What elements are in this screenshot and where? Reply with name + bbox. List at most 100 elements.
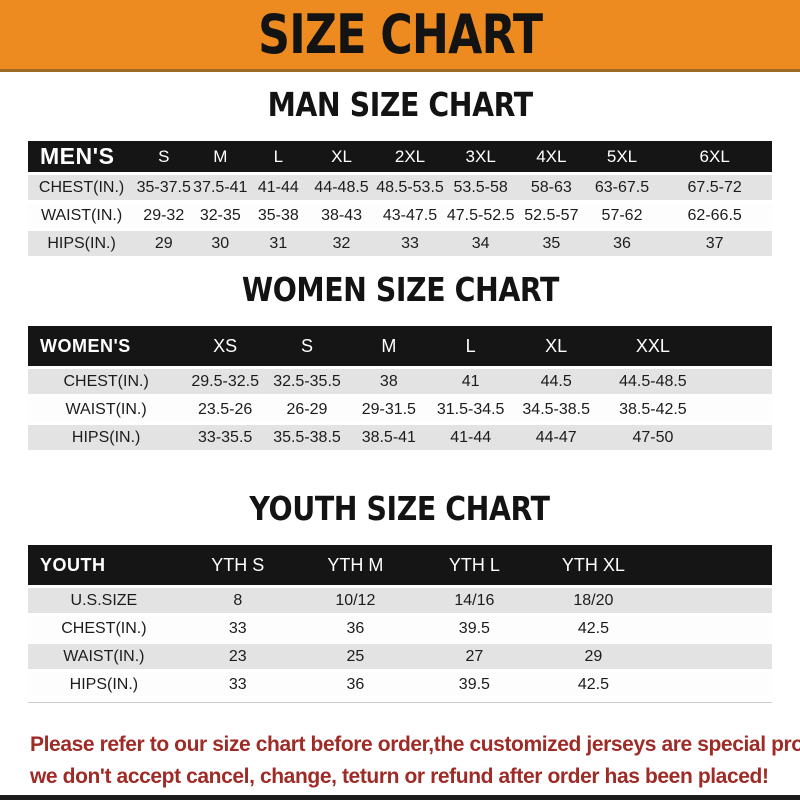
measurement-row: WAIST(IN.) 23.5-26 26-29 29-31.5 31.5-34.5 34… xyxy=(28,397,772,422)
size-header-row: WOMEN'S XS S M L XL XXL xyxy=(28,326,772,366)
size-column-header: YTH S xyxy=(179,545,296,585)
size-value-cell: 14/16 xyxy=(414,588,534,613)
youth-heading: YOUTH SIZE CHART xyxy=(249,489,551,528)
measurement-row: U.S.SIZE 8 10/12 14/16 18/20 xyxy=(28,588,772,613)
size-value-cell: 43-47.5 xyxy=(374,203,446,228)
size-value-cell: 29 xyxy=(135,231,193,256)
empty-value-cell xyxy=(652,672,772,697)
size-value-cell: 47.5-52.5 xyxy=(445,203,516,228)
measurement-row: WAIST(IN.) 23 25 27 29 xyxy=(28,644,772,669)
size-value-cell: 35.5-38.5 xyxy=(266,425,348,450)
empty-value-cell xyxy=(652,644,772,669)
table-corner-label: WOMEN'S xyxy=(28,326,185,366)
size-value-cell: 32 xyxy=(308,231,375,256)
table-corner-label: MEN'S xyxy=(28,141,136,172)
size-value-cell: 32-35 xyxy=(192,203,249,228)
size-value-cell: 29-31.5 xyxy=(347,397,430,422)
size-column-header: 5XL xyxy=(586,141,658,172)
empty-header-cell xyxy=(704,326,772,366)
size-value-cell: 32.5-35.5 xyxy=(266,369,348,394)
measurement-row: CHEST(IN.) 29.5-32.5 32.5-35.5 38 41 44.5 44.5… xyxy=(28,369,772,394)
size-value-cell: 26-29 xyxy=(266,397,348,422)
size-value-cell: 62-66.5 xyxy=(657,203,772,228)
size-column-header: M xyxy=(192,141,249,172)
men-heading: MAN SIZE CHART xyxy=(267,85,533,124)
size-value-cell: 44.5-48.5 xyxy=(600,369,705,394)
size-value-cell: 36 xyxy=(586,231,658,256)
size-column-header: XS xyxy=(184,326,267,366)
size-value-cell: 39.5 xyxy=(414,616,534,641)
size-value-cell: 18/20 xyxy=(533,588,653,613)
section-men: MAN SIZE CHART MEN'S S M L XL 2XL 3XL 4XL 5XL 6XL… xyxy=(0,87,800,259)
size-value-cell: 44-48.5 xyxy=(308,175,375,200)
size-value-cell: 41-44 xyxy=(248,175,309,200)
empty-header-cell xyxy=(652,545,772,585)
size-value-cell: 35 xyxy=(516,231,587,256)
size-value-cell: 33 xyxy=(374,231,446,256)
measurement-row: CHEST(IN.) 33 36 39.5 42.5 xyxy=(28,616,772,641)
banner-title: SIZE CHART xyxy=(257,2,543,66)
row-label: WAIST(IN.) xyxy=(28,644,180,669)
size-value-cell: 37 xyxy=(657,231,772,256)
men-heading-wrap: MAN SIZE CHART xyxy=(0,87,800,127)
size-value-cell: 42.5 xyxy=(533,672,653,697)
size-value-cell: 48.5-53.5 xyxy=(374,175,446,200)
row-label: WAIST(IN.) xyxy=(28,397,185,422)
size-value-cell: 38-43 xyxy=(308,203,375,228)
size-value-cell: 38 xyxy=(347,369,430,394)
size-column-header: L xyxy=(248,141,309,172)
size-value-cell: 29-32 xyxy=(135,203,193,228)
size-value-cell: 29.5-32.5 xyxy=(184,369,267,394)
size-value-cell: 44-47 xyxy=(511,425,601,450)
measurement-row: HIPS(IN.) 33-35.5 35.5-38.5 38.5-41 41-44 44-… xyxy=(28,425,772,450)
row-label: CHEST(IN.) xyxy=(28,616,180,641)
measurement-row: CHEST(IN.) 35-37.5 37.5-41 41-44 44-48.5 48.5… xyxy=(28,175,772,200)
size-column-header: XL xyxy=(308,141,375,172)
row-label: U.S.SIZE xyxy=(28,588,180,613)
row-label: CHEST(IN.) xyxy=(28,175,136,200)
banner: SIZE CHART xyxy=(0,0,800,72)
size-column-header: M xyxy=(347,326,430,366)
table-corner-label: YOUTH xyxy=(28,545,180,585)
size-value-cell: 47-50 xyxy=(600,425,705,450)
size-header-row: YOUTH YTH S YTH M YTH L YTH XL xyxy=(28,545,772,585)
size-value-cell: 67.5-72 xyxy=(657,175,772,200)
size-column-header: S xyxy=(135,141,193,172)
size-value-cell: 36 xyxy=(295,616,415,641)
size-value-cell: 23.5-26 xyxy=(184,397,267,422)
footer-line-1: Please refer to our size chart before or… xyxy=(30,733,800,756)
row-label: WAIST(IN.) xyxy=(28,203,136,228)
size-column-header: S xyxy=(266,326,348,366)
row-label: CHEST(IN.) xyxy=(28,369,185,394)
row-label: HIPS(IN.) xyxy=(28,425,185,450)
size-value-cell: 38.5-41 xyxy=(347,425,430,450)
size-value-cell: 31.5-34.5 xyxy=(429,397,512,422)
size-value-cell: 8 xyxy=(179,588,296,613)
size-value-cell: 33 xyxy=(179,672,296,697)
youth-table-underline xyxy=(28,702,772,703)
footer-note: Please refer to our size chart before or… xyxy=(30,729,800,793)
women-size-table: WOMEN'S XS S M L XL XXL CHEST(IN.) 29.5-32.5 32.5… xyxy=(28,323,772,453)
measurement-row: HIPS(IN.) 29 30 31 32 33 34 35 36 37 xyxy=(28,231,772,256)
size-value-cell: 29 xyxy=(533,644,653,669)
size-value-cell: 57-62 xyxy=(586,203,658,228)
size-value-cell: 35-38 xyxy=(248,203,309,228)
size-value-cell: 38.5-42.5 xyxy=(600,397,705,422)
empty-value-cell xyxy=(652,588,772,613)
size-value-cell: 63-67.5 xyxy=(586,175,658,200)
row-label: HIPS(IN.) xyxy=(28,231,136,256)
size-column-header: YTH M xyxy=(295,545,415,585)
size-column-header: XL xyxy=(511,326,601,366)
size-value-cell: 27 xyxy=(414,644,534,669)
size-value-cell: 33-35.5 xyxy=(184,425,267,450)
size-column-header: 6XL xyxy=(657,141,772,172)
size-value-cell: 37.5-41 xyxy=(192,175,249,200)
size-value-cell: 39.5 xyxy=(414,672,534,697)
size-value-cell: 34.5-38.5 xyxy=(511,397,601,422)
footer-line-2: we don't accept cancel, change, teturn o… xyxy=(30,765,769,788)
size-value-cell: 10/12 xyxy=(295,588,415,613)
women-heading: WOMEN SIZE CHART xyxy=(241,270,559,309)
size-value-cell: 58-63 xyxy=(516,175,587,200)
size-value-cell: 34 xyxy=(445,231,516,256)
size-value-cell: 41-44 xyxy=(429,425,512,450)
